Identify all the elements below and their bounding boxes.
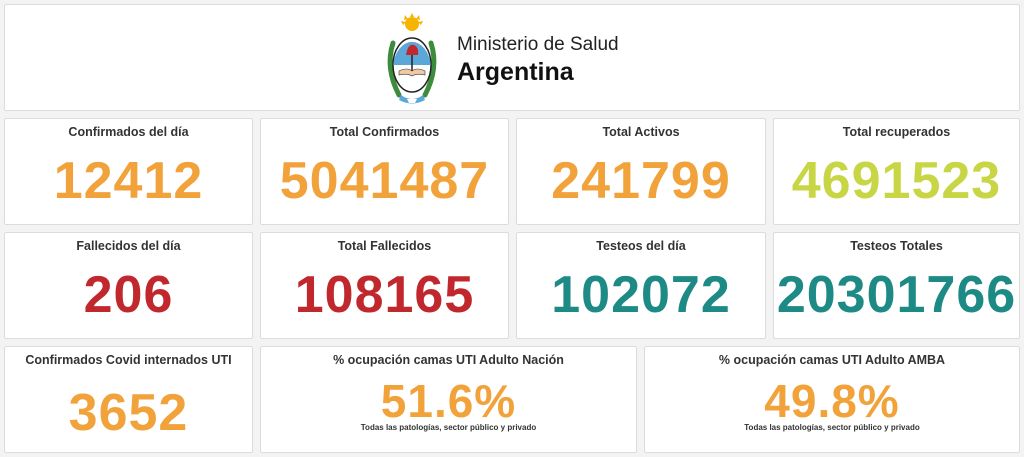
stat-value: 12412 <box>53 152 204 210</box>
stat-card-fallecidos-dia: Fallecidos del día 206 <box>4 232 253 339</box>
stat-card-total-confirmados: Total Confirmados 5041487 <box>260 118 509 225</box>
stat-label: Confirmados del día <box>68 125 189 139</box>
stat-label: % ocupación camas UTI Adulto AMBA <box>718 353 946 367</box>
stat-value: 5041487 <box>279 152 490 210</box>
stat-card-internados-uti: Confirmados Covid internados UTI 3652 <box>4 346 253 453</box>
stat-card-testeos-totales: Testeos Totales 20301766 <box>773 232 1020 339</box>
stat-label: % ocupación camas UTI Adulto Nación <box>333 353 564 367</box>
stat-value: 108165 <box>294 266 475 324</box>
stat-value: 4691523 <box>791 152 1002 210</box>
stat-note: Todas las patologías, sector público y p… <box>360 423 537 432</box>
stat-value: 51.6% <box>380 375 517 427</box>
stat-label: Total Activos <box>602 125 680 139</box>
ministry-brand: Ministerio de Salud Argentina <box>381 13 619 107</box>
ministry-name: Ministerio de Salud Argentina <box>457 33 619 87</box>
stat-value: 20301766 <box>776 266 1017 324</box>
stat-label: Total recuperados <box>842 125 951 139</box>
argentina-coat-of-arms-icon <box>387 13 437 104</box>
stat-card-total-fallecidos: Total Fallecidos 108165 <box>260 232 509 339</box>
stat-label: Testeos Totales <box>850 239 943 253</box>
stat-card-confirmados-dia: Confirmados del día 12412 <box>4 118 253 225</box>
stat-label: Testeos del día <box>596 239 686 253</box>
stat-card-ocupacion-nacion: % ocupación camas UTI Adulto Nación 51.6… <box>260 346 637 453</box>
ministry-line2: Argentina <box>457 58 574 86</box>
stat-value: 206 <box>83 266 174 324</box>
stat-label: Total Fallecidos <box>337 239 432 253</box>
stat-card-total-activos: Total Activos 241799 <box>516 118 766 225</box>
stat-card-testeos-dia: Testeos del día 102072 <box>516 232 766 339</box>
header-panel: Ministerio de Salud Argentina <box>4 4 1020 111</box>
stat-value: 241799 <box>551 152 731 210</box>
stat-label: Fallecidos del día <box>76 239 181 253</box>
stat-label: Total Confirmados <box>329 125 440 139</box>
stat-value: 49.8% <box>764 375 900 427</box>
stat-value: 3652 <box>68 384 189 442</box>
ministry-line1: Ministerio de Salud <box>457 34 619 55</box>
stat-card-total-recuperados: Total recuperados 4691523 <box>773 118 1020 225</box>
stat-label: Confirmados Covid internados UTI <box>25 353 232 367</box>
stat-note: Todas las patologías, sector público y p… <box>744 423 920 432</box>
stat-card-ocupacion-amba: % ocupación camas UTI Adulto AMBA 49.8% … <box>644 346 1020 453</box>
stat-value: 102072 <box>551 266 731 324</box>
